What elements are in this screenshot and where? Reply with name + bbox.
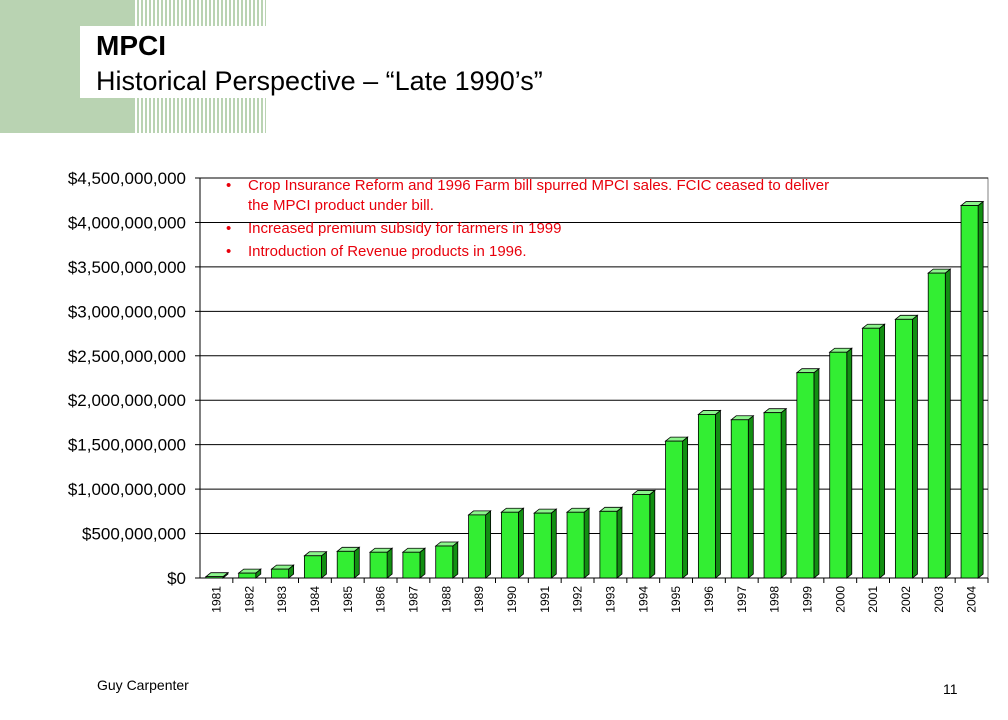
bar [566, 511, 585, 579]
note-item: • Increased premium subsidy for farmers i… [226, 219, 846, 239]
bar [960, 205, 979, 579]
bar [632, 494, 651, 579]
note-item: • Crop Insurance Reform and 1996 Farm bil… [226, 176, 846, 216]
x-tick-label: 1998 [768, 586, 782, 613]
bar [435, 545, 454, 579]
bar [500, 511, 519, 579]
x-tick-label: 2000 [833, 586, 847, 613]
bar [697, 414, 716, 579]
bar [205, 576, 224, 579]
x-tick-label: 1986 [374, 586, 388, 613]
note-text: Crop Insurance Reform and 1996 Farm bill… [248, 177, 830, 214]
x-tick-label: 1993 [603, 586, 617, 613]
y-tick-label: $1,500,000,000 [68, 436, 186, 455]
bar [894, 318, 913, 579]
x-tick-label: 1988 [439, 586, 453, 613]
y-tick-label: $4,500,000,000 [68, 169, 186, 188]
x-tick-label: 2002 [899, 586, 913, 613]
x-tick-label: 1994 [636, 586, 650, 613]
bullet-icon: • [226, 220, 232, 237]
bar-side [386, 547, 393, 579]
y-tick-label: $2,000,000,000 [68, 391, 186, 410]
bar [796, 372, 815, 579]
bar-side [879, 323, 886, 579]
x-tick-label: 1996 [702, 586, 716, 613]
bar [927, 272, 946, 579]
x-tick-label: 1983 [275, 586, 289, 613]
y-tick-label: $4,000,000,000 [68, 213, 186, 232]
bar-side [715, 409, 721, 579]
bar-side [321, 550, 327, 579]
page-number: 11 [943, 681, 958, 697]
plot-area [199, 177, 989, 579]
bar [336, 550, 355, 579]
x-tick-label: 2003 [932, 586, 946, 613]
bar-side [518, 507, 524, 579]
title-background [80, 26, 640, 98]
bar [730, 419, 749, 579]
bar-side [649, 489, 656, 579]
note-text: Introduction of Revenue products in 1996… [248, 243, 527, 260]
x-tick-label: 1985 [341, 586, 355, 613]
bar-side [912, 314, 918, 579]
bar [402, 551, 421, 579]
slide-subtitle: Historical Perspective – “Late 1990’s” [96, 66, 543, 96]
footer-company: Guy Carpenter [97, 677, 189, 693]
note-text: Increased premium subsidy for farmers in… [248, 220, 562, 237]
note-item: • Introduction of Revenue products in 199… [226, 242, 846, 262]
bar-side [747, 414, 754, 579]
y-tick-label: $500,000,000 [82, 525, 186, 544]
x-tick-label: 1981 [209, 586, 223, 613]
bar [599, 510, 618, 579]
bar-side [485, 510, 492, 579]
bar-side [419, 547, 426, 579]
x-tick-label: 1997 [735, 586, 749, 613]
bullet-icon: • [226, 243, 232, 260]
x-tick-label: 1989 [472, 586, 486, 613]
bar [271, 568, 290, 579]
bar [369, 551, 388, 579]
bar [763, 412, 782, 579]
y-tick-label: $3,500,000,000 [68, 258, 186, 277]
bar-side [977, 200, 984, 579]
slide-title: MPCI [96, 30, 166, 61]
x-tick-label: 1991 [538, 586, 552, 613]
bar [468, 514, 487, 579]
bar-side [944, 268, 951, 579]
x-tick-label: 1984 [308, 586, 322, 613]
chart-notes: • Crop Insurance Reform and 1996 Farm bil… [226, 176, 846, 265]
bar-side [780, 407, 787, 579]
x-tick-label: 1990 [505, 586, 519, 613]
bar-side [616, 506, 623, 579]
y-tick-label: $1,000,000,000 [68, 480, 186, 499]
x-tick-label: 1982 [242, 586, 256, 613]
x-tick-label: 2001 [866, 586, 880, 613]
bar-side [550, 508, 557, 579]
bar [862, 327, 881, 579]
bar [238, 572, 257, 579]
bar [533, 512, 552, 579]
x-tick-label: 1987 [406, 586, 420, 613]
x-tick-label: 1992 [571, 586, 585, 613]
y-tick-label: $2,500,000,000 [68, 347, 186, 366]
bar-side [353, 546, 360, 579]
x-tick-label: 1995 [669, 586, 683, 613]
bar-side [813, 367, 820, 579]
x-tick-label: 1999 [800, 586, 814, 613]
bar-side [583, 507, 590, 579]
bar-side [682, 436, 689, 579]
bullet-icon: • [226, 177, 232, 194]
y-tick-label: $0 [167, 569, 186, 588]
bar-side [452, 541, 459, 579]
bar [303, 555, 322, 579]
x-tick-label: 2004 [965, 586, 979, 613]
y-tick-label: $3,000,000,000 [68, 302, 186, 321]
bar [829, 351, 848, 579]
bar-side [846, 347, 853, 579]
bar [665, 440, 684, 579]
